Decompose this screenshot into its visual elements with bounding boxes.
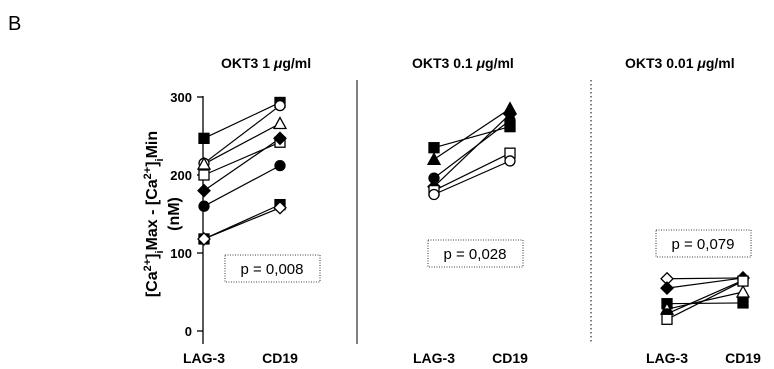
y-axis-label: [Ca2+]iMax - [Ca2+]iMin (nM) [142,131,183,297]
square-marker [198,132,210,144]
p-value-box-2: p = 0,028 [427,239,524,268]
panel-title-3: OKT3 0.01 μg/ml [625,55,735,71]
svg-text:[Ca2+]iMax - [Ca2+]iMin: [Ca2+]iMax - [Ca2+]iMin [142,131,166,297]
series-line [203,207,281,240]
triangle-marker [735,284,751,298]
diamond-marker [503,107,517,122]
series-line [433,119,511,179]
y-tick-label: 100 [170,246,192,261]
circle-marker [504,155,516,167]
series-line [203,101,281,139]
series-line [666,302,744,305]
triangle-marker [196,156,212,170]
diamond-marker [273,200,287,215]
circle-marker [198,200,210,212]
y-tick-label: 0 [185,324,192,339]
circle-marker [428,188,440,201]
circle-marker [274,159,286,172]
p-value-box-1: p = 0,008 [224,254,321,283]
x-category-label: CD19 [725,350,761,366]
series-line [203,122,281,165]
triangle-marker [272,116,288,130]
chart-marks [196,96,751,325]
triangle-marker [426,152,442,166]
diamond-marker [660,281,674,296]
diamond-marker [197,232,211,246]
x-category-label: CD19 [262,350,298,366]
square-marker [737,275,749,287]
x-category-label: LAG-3 [183,350,225,366]
y-tick-label: 200 [170,168,192,183]
panel-label: B [8,13,21,35]
x-category-label: CD19 [492,350,528,366]
x-category-label: LAG-3 [413,350,455,366]
series-line [433,108,511,160]
series-line [433,113,511,188]
series-line [666,277,744,289]
square-marker [661,313,673,325]
series-line [203,105,281,164]
p-value-text: p = 0,008 [241,261,304,278]
diamond-marker [197,183,211,198]
p-value-text: p = 0,079 [672,236,735,253]
series-line [203,165,281,207]
series-line [433,160,511,196]
square-marker [737,297,749,309]
series-line [433,152,511,192]
series-line [203,137,281,192]
diamond-marker [273,131,287,146]
p-value-box-3: p = 0,079 [655,229,752,258]
x-category-label: LAG-3 [646,350,688,366]
svg-text:(nM): (nM) [166,197,183,231]
series-line [666,277,744,280]
square-marker [428,142,440,154]
panel-title-2: OKT3 0.1 μg/ml [412,55,514,71]
panel-title-1: OKT3 1 μg/ml [221,55,311,71]
y-tick-label: 300 [170,90,192,105]
series-line [666,280,744,320]
square-marker [198,169,210,181]
p-value-text: p = 0,028 [444,246,507,263]
series-line [666,279,744,315]
circle-marker [274,99,286,112]
